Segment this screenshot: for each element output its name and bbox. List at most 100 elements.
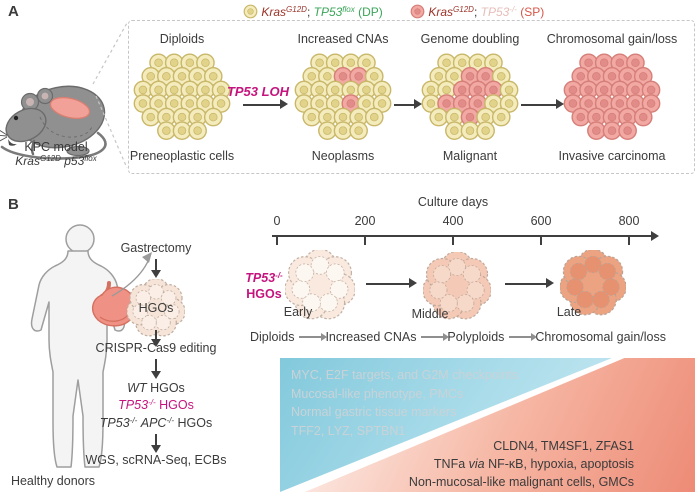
legend-sp-sep: ; xyxy=(473,5,481,19)
tick-label-400: 400 xyxy=(442,214,464,228)
dko-sup2: -/- xyxy=(166,416,174,425)
organoid-middle-label: Middle xyxy=(411,307,449,321)
genotype-dko: TP53-/- APC-/- HGOs xyxy=(66,415,246,433)
decreasing-line-1: MYC, E2F targets, and G2M checkpoints xyxy=(291,368,519,382)
stage-arrow-2-icon xyxy=(394,99,422,110)
legend-sp-tag: (SP) xyxy=(516,5,545,19)
gastrectomy-label: Gastrectomy xyxy=(120,241,192,255)
mouse-icon xyxy=(0,85,107,160)
kpc-gene1: Kras xyxy=(15,154,40,168)
tick-200-icon xyxy=(364,236,366,245)
increasing-feature-list: CLDN4, TM4SF1, ZFAS1 TNFa via NF-κB, hyp… xyxy=(334,437,634,491)
crispr-label: CRISPR-Cas9 editing xyxy=(95,341,217,355)
flow-arrow-2-icon xyxy=(151,330,161,347)
tick-label-0: 0 xyxy=(273,214,281,228)
organoid-arrow-2-icon xyxy=(505,278,554,289)
panel-a-label: A xyxy=(8,3,19,20)
tick-400-icon xyxy=(452,236,454,245)
stage-1-bottom-label: Preneoplastic cells xyxy=(129,149,235,163)
yellow-cell-icon xyxy=(243,4,258,19)
tp53-loh-label: TP53 LOH xyxy=(226,84,290,99)
stage-arrow-1-icon xyxy=(243,99,288,110)
tick-600-icon xyxy=(540,236,542,245)
stage-3-top-label: Genome doubling xyxy=(420,32,520,46)
panel-a-dashed-box xyxy=(128,20,695,174)
kpc-gene1-sup: G12D xyxy=(39,154,61,163)
healthy-donors-label: Healthy donors xyxy=(10,474,96,488)
progression-increased-cnas: Increased CNAs xyxy=(325,330,417,344)
genotype-wt: WT HGOs xyxy=(66,380,246,397)
decreasing-line-2: Mucosal-like phenotype, PMCs xyxy=(291,386,464,401)
organoid-early-icon xyxy=(285,250,355,320)
tp53-hgos-line1: TP53-/- xyxy=(226,271,302,287)
organoid-early-label: Early xyxy=(283,305,313,319)
tick-label-800: 800 xyxy=(618,214,640,228)
tnfa-post: NF-κB, hypoxia, apoptosis xyxy=(484,457,634,471)
stage-2-bottom-label: Neoplasms xyxy=(311,149,375,163)
wt-rest: HGOs xyxy=(146,381,185,395)
increasing-line-3: Non-mucosal-like malignant cells, GMCs xyxy=(408,475,634,489)
legend-dp-gene1-sup: G12D xyxy=(286,5,307,14)
increasing-line-1: CLDN4, TM4SF1, ZFAS1 xyxy=(493,439,634,453)
tnfa-pre: TNFa xyxy=(433,457,469,471)
kpc-caption: KPC model KrasG12D p53flox xyxy=(0,140,112,168)
tp53-rest: HGOs xyxy=(155,398,194,412)
cell-cluster-malignant xyxy=(421,53,519,141)
legend-dp-gene1: Kras xyxy=(261,5,287,19)
genotype-tp53: TP53-/- HGOs xyxy=(66,397,246,415)
progression-arrow-2-icon xyxy=(420,333,449,340)
cell-cluster-neoplasms xyxy=(294,53,392,141)
genotype-list: WT HGOs TP53-/- HGOs TP53-/- APC-/- HGOs xyxy=(66,380,246,433)
legend-sp-gene2: TP53 xyxy=(480,5,510,19)
stage-arrow-3-icon xyxy=(521,99,564,110)
panel-b-label: B xyxy=(8,196,19,213)
organoid-middle-icon xyxy=(423,252,491,320)
progression-polyploids: Polyploids xyxy=(447,330,505,344)
kpc-gene2-sup: flox xyxy=(84,154,97,163)
stage-1-top-label: Diploids xyxy=(159,32,205,46)
tp53-gene: TP53 xyxy=(118,398,149,412)
tp53-sup: -/- xyxy=(148,398,156,407)
cell-cluster-invasive xyxy=(563,53,661,141)
progression-chromosomal: Chromosomal gain/loss xyxy=(535,330,666,344)
decreasing-feature-list: MYC, E2F targets, and G2M checkpoints Mu… xyxy=(291,366,591,440)
tick-0-icon xyxy=(276,236,278,245)
hgo-organoid-icon xyxy=(127,279,185,337)
increasing-line-2: TNFa via NF-κB, hypoxia, apoptosis xyxy=(334,455,634,473)
organoid-late-label: Late xyxy=(556,305,582,319)
tp53-hgos-gene: TP53 xyxy=(245,271,276,285)
flow-arrow-1-icon xyxy=(151,259,161,278)
tp53-hgos-line2: HGOs xyxy=(246,287,282,301)
stage-4-bottom-label: Invasive carcinoma xyxy=(558,149,666,163)
flow-arrow-4-icon xyxy=(151,434,161,453)
organoid-arrow-1-icon xyxy=(366,278,417,289)
tp53-hgos-label: TP53-/- HGOs xyxy=(226,271,302,301)
legend-dp-gene2: TP53 xyxy=(313,5,343,19)
progression-arrow-3-icon xyxy=(508,333,537,340)
culture-days-title: Culture days xyxy=(417,195,489,209)
legend-dp-gene2-sup: flox xyxy=(342,5,355,14)
legend-sp-gene2-sup: -/- xyxy=(509,5,517,14)
progression-arrow-1-icon xyxy=(298,333,327,340)
legend-dp-sep: ; xyxy=(306,5,314,19)
timeline-axis xyxy=(272,231,659,240)
wt-gene: WT xyxy=(127,381,147,395)
kpc-gene2: p53 xyxy=(64,154,85,168)
cell-cluster-preneoplastic xyxy=(133,53,231,141)
legend-sp-gene1: Kras xyxy=(428,5,454,19)
progression-diploids: Diploids xyxy=(250,330,295,344)
pink-cell-icon xyxy=(410,4,425,19)
stage-3-bottom-label: Malignant xyxy=(442,149,498,163)
kpc-genotype-label: KrasG12D p53flox xyxy=(0,154,112,168)
kpc-model-label: KPC model xyxy=(24,140,88,154)
legend-dp-tag: (DP) xyxy=(354,5,383,19)
organoid-late-icon xyxy=(560,250,626,316)
legend-sp: KrasG12D; TP53-/- (SP) xyxy=(410,4,544,19)
wgs-label: WGS, scRNA-Seq, ECBs xyxy=(85,453,227,467)
progression-row: Diploids Increased CNAs Polyploids Chrom… xyxy=(250,330,666,344)
legend-sp-gene1-sup: G12D xyxy=(453,5,474,14)
dko-rest: HGOs xyxy=(174,416,213,430)
dko-gene1: TP53 xyxy=(99,416,130,430)
decreasing-line-3: Normal gastric tissue markers xyxy=(291,405,457,419)
